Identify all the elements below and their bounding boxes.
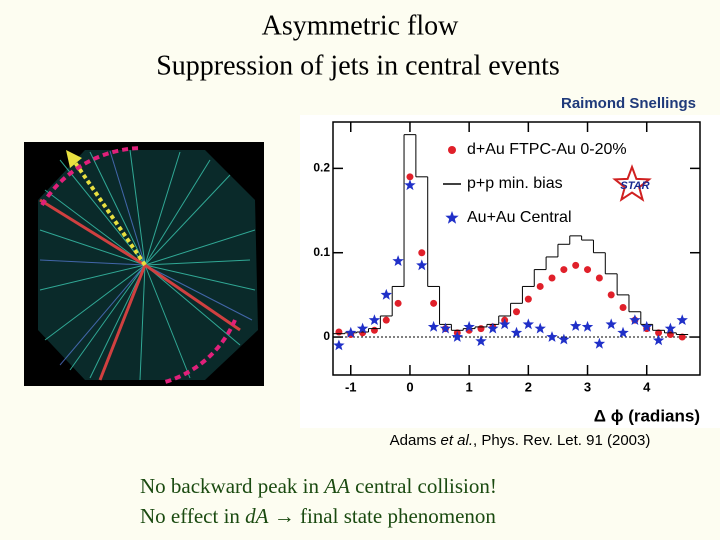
arrow-head: [66, 150, 82, 168]
point: [584, 266, 592, 274]
x-tick-label: -1: [345, 379, 357, 394]
citation: Adams et al., Phys. Rev. Let. 91 (2003): [390, 432, 651, 449]
point: [548, 274, 556, 282]
point: [345, 326, 357, 338]
point: [487, 322, 499, 334]
x-axis-label: Δ ϕ (radians): [594, 406, 700, 425]
point: [439, 322, 452, 334]
point: [370, 326, 378, 334]
logo-star: [612, 164, 652, 202]
point: [619, 304, 627, 312]
point: [524, 295, 532, 303]
jet-axis: [144, 263, 241, 332]
note-part: No effect in: [140, 504, 245, 528]
point: [652, 334, 665, 346]
point: [380, 288, 392, 300]
point: [595, 274, 603, 282]
legend-swatch: [448, 146, 456, 154]
point: [430, 299, 438, 307]
note-part: dA: [245, 504, 269, 528]
y-tick-label: 0: [323, 329, 330, 343]
point: [392, 255, 404, 266]
tracks: [39, 149, 256, 381]
point: [406, 173, 414, 181]
x-tick-label: 1: [466, 379, 473, 394]
point: [451, 331, 463, 342]
arc: [40, 146, 141, 207]
citation-part: , Phys. Rev. Let. 91 (2003): [473, 432, 650, 449]
x-tick-label: 0: [406, 379, 413, 394]
point: [570, 320, 582, 331]
x-tick-label: 3: [584, 379, 591, 394]
logo: STAR: [620, 180, 649, 192]
trigger-arrow: [70, 156, 147, 267]
note: No backward peak in AA central collision…: [140, 474, 497, 498]
y-tick-label: 0.2: [313, 161, 330, 175]
note-part: No backward peak in: [140, 474, 324, 498]
note-part: central collision!: [350, 474, 497, 498]
point: [463, 320, 475, 332]
x-tick-label: 4: [643, 379, 651, 394]
jet-axis: [98, 264, 147, 381]
point: [382, 316, 390, 324]
point: [368, 314, 381, 325]
legend-swatch: [445, 211, 459, 224]
note-part: AA: [322, 474, 350, 498]
point: [404, 179, 416, 191]
point: [629, 314, 641, 325]
point: [356, 322, 369, 334]
point: [333, 339, 345, 351]
citation-part: Adams: [390, 432, 441, 449]
point: [655, 329, 663, 337]
point: [593, 337, 606, 349]
point: [560, 266, 568, 274]
point: [513, 308, 520, 316]
point: [558, 333, 570, 345]
chart: 0 0.1 0.2 -1 0 1 2 3 4 Δ ϕ (radians) d+Au FTPC-Au …: [313, 121, 701, 425]
x-tick-label: 2: [525, 379, 532, 394]
jet-axis: [39, 198, 146, 267]
point: [510, 326, 523, 338]
legend-label: d+Au FTPC-Au 0-20%: [467, 141, 627, 158]
y-tick-label: 0.1: [313, 245, 330, 259]
tracks-blue: [39, 150, 253, 366]
note: No effect in dA → final state phenomenon: [140, 504, 496, 528]
slide-title: Asymmetric flow: [262, 10, 460, 41]
legend-label: p+p min. bias: [467, 175, 563, 192]
point: [572, 261, 580, 269]
arc: [164, 319, 237, 384]
point: [394, 299, 402, 307]
point: [581, 320, 594, 332]
point: [418, 249, 426, 257]
point: [536, 282, 544, 290]
point: [477, 325, 485, 333]
point: [546, 331, 558, 342]
point: [676, 314, 688, 325]
citation-part: et al.: [441, 432, 474, 449]
point: [475, 335, 487, 347]
point: [607, 291, 615, 299]
chart-panel: [300, 115, 720, 428]
point: [335, 328, 343, 336]
point: [416, 259, 428, 271]
author: Raimond Snellings: [561, 95, 696, 112]
point: [605, 318, 617, 330]
point: [641, 320, 653, 332]
point: [534, 322, 546, 334]
slide-subtitle: Suppression of jets in central events: [156, 50, 560, 81]
point: [427, 320, 440, 332]
point: [522, 318, 534, 330]
point: [678, 333, 686, 341]
note-part: → final state phenomenon: [268, 504, 496, 528]
plot-frame: [332, 121, 701, 376]
point: [617, 326, 629, 338]
point: [664, 322, 677, 334]
legend-label: Au+Au Central: [467, 209, 572, 226]
point: [499, 318, 511, 330]
event-display: [24, 142, 264, 386]
